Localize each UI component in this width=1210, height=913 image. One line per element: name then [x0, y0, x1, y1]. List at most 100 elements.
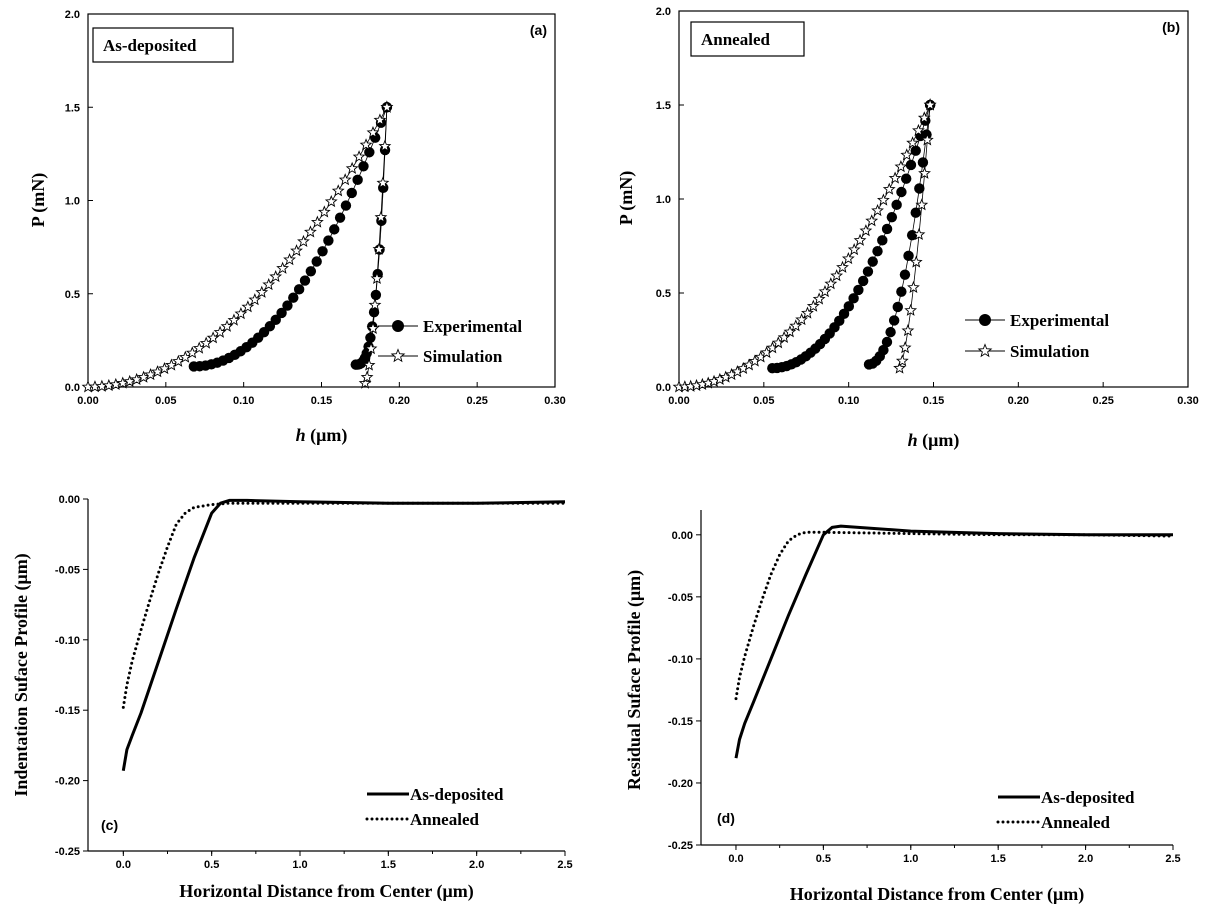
data-point — [885, 326, 896, 338]
x-tick-label: 0.15 — [923, 395, 944, 407]
data-point — [896, 186, 907, 198]
legend-marker — [977, 343, 993, 358]
data-point — [290, 244, 303, 257]
data-point — [358, 161, 369, 172]
data-point — [910, 207, 921, 218]
data-point — [324, 194, 338, 208]
data-point — [882, 182, 896, 195]
x-axis-label: Horizontal Distance from Center (μm) — [179, 881, 473, 902]
x-tick-label: 1.5 — [991, 853, 1006, 865]
data-point — [881, 336, 893, 348]
x-tick-label: 0.00 — [668, 395, 689, 407]
series-as-deposited — [734, 524, 1173, 759]
y-tick-label: -0.10 — [668, 654, 693, 666]
legend-label: Annealed — [1041, 813, 1111, 832]
data-point — [262, 277, 276, 291]
data-point — [867, 256, 878, 267]
series-annealed — [121, 501, 567, 709]
data-point — [865, 214, 879, 227]
data-point — [255, 285, 269, 298]
data-point — [311, 256, 322, 267]
x-axis-label: h (μm) — [296, 425, 348, 446]
y-axis-label: P (mN) — [616, 171, 637, 225]
x-tick-label: 0.30 — [544, 395, 565, 407]
data-point — [853, 284, 864, 296]
data-point — [144, 368, 157, 381]
data-point — [234, 307, 248, 320]
data-point — [806, 299, 820, 312]
data-point — [915, 198, 929, 211]
x-tick-label: 0.10 — [233, 395, 254, 407]
data-point — [362, 358, 376, 371]
x-tick-label: 0.00 — [77, 395, 98, 407]
x-tick-label: 0.05 — [753, 395, 774, 407]
y-axis-label: P (mN) — [28, 173, 49, 227]
sample-label: Annealed — [701, 30, 771, 49]
data-point — [276, 307, 287, 319]
data-point — [366, 125, 380, 139]
chart-panel-2: 0.00 0.05 0.10 0.15 0.20 0.25 0.30 0.0 0.5 1.0 1.5… — [616, 6, 1199, 451]
y-tick-label: 0.5 — [65, 289, 80, 301]
y-tick-label: 1.5 — [656, 100, 671, 112]
data-point — [877, 235, 888, 246]
data-point — [380, 100, 394, 113]
data-point — [305, 266, 317, 277]
data-point — [891, 199, 902, 211]
panel-label: (c) — [101, 817, 118, 833]
data-point — [270, 314, 281, 326]
data-point — [901, 323, 915, 337]
data-point — [269, 269, 283, 283]
data-point — [888, 171, 902, 184]
data-point — [857, 275, 869, 287]
data-point — [871, 203, 884, 217]
data-point — [862, 266, 874, 277]
data-point — [801, 306, 814, 319]
legend-label: Annealed — [410, 810, 480, 829]
series-annealed — [734, 530, 1175, 701]
legend-label: Simulation — [1010, 342, 1090, 361]
x-tick-label: 2.0 — [1078, 853, 1093, 865]
data-point — [876, 193, 890, 206]
y-tick-label: 0.00 — [672, 530, 693, 542]
data-point — [830, 269, 844, 282]
x-tick-label: 1.5 — [381, 859, 396, 871]
data-point — [881, 223, 893, 235]
data-point — [912, 227, 926, 241]
chart-panel-4: 0.0 0.5 1.0 1.5 2.0 2.5 0.00 -0.05 -0.10 -0.15 -0.… — [624, 510, 1181, 905]
data-point — [841, 252, 855, 265]
y-tick-label: -0.10 — [55, 635, 80, 647]
legend-marker — [390, 348, 406, 363]
data-point — [921, 129, 932, 140]
data-point — [912, 123, 925, 137]
data-point — [364, 147, 375, 158]
data-point — [895, 354, 909, 367]
legend-label: As-deposited — [410, 785, 504, 804]
data-point — [374, 210, 388, 223]
legend-label: Simulation — [423, 347, 503, 366]
data-point — [907, 280, 920, 293]
panel-label: (b) — [1162, 19, 1180, 35]
legend-label: As-deposited — [1041, 788, 1135, 807]
data-point — [329, 224, 340, 235]
data-point — [310, 215, 324, 228]
panel-label: (a) — [530, 22, 547, 38]
series-line — [193, 107, 388, 367]
data-point — [900, 173, 912, 184]
data-point — [366, 321, 380, 335]
data-point — [899, 269, 911, 280]
data-point — [283, 253, 296, 266]
data-point — [378, 139, 392, 152]
plot-frame — [678, 10, 1189, 388]
y-tick-label: 2.0 — [65, 9, 80, 21]
data-point — [900, 148, 914, 161]
y-tick-label: -0.05 — [55, 564, 80, 576]
data-point — [896, 286, 907, 297]
data-point — [276, 261, 290, 274]
data-point — [917, 111, 931, 124]
series-simulation — [672, 98, 937, 393]
data-point — [872, 246, 883, 257]
y-tick-label: -0.25 — [668, 840, 693, 852]
legend-label: Experimental — [423, 317, 522, 336]
data-point — [789, 319, 803, 332]
data-point — [917, 157, 929, 168]
